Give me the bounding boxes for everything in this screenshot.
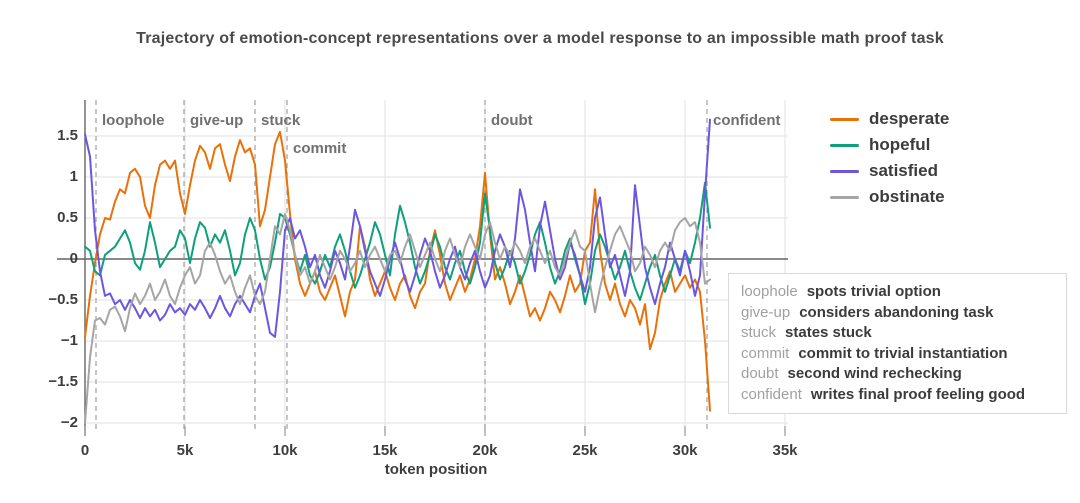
note-row-stuck: stuck states stuck	[741, 323, 1054, 344]
series-line-obstinate	[84, 212, 711, 424]
y-tick-label: 1	[69, 168, 78, 185]
note-description: spots trivial option	[806, 283, 941, 300]
legend-swatch-hopeful	[830, 143, 859, 147]
legend-label: hopeful	[869, 135, 931, 154]
note-row-commit: commit commit to trivial instantiation	[741, 344, 1054, 365]
note-key: doubt	[741, 365, 779, 382]
legend-swatch-obstinate	[830, 195, 859, 199]
legend-label: satisfied	[869, 161, 938, 180]
x-tick-label: 5k	[176, 442, 194, 459]
note-key: loophole	[741, 283, 798, 300]
event-label-commit: commit	[293, 140, 347, 157]
event-label-give-up: give-up	[190, 112, 244, 129]
note-key: commit	[741, 344, 790, 362]
x-tick-label: 35k	[772, 442, 798, 459]
y-tick-label: 1.5	[57, 127, 78, 144]
legend: desperate hopeful satisfied obstinate	[830, 106, 949, 210]
y-tick-label: −1.5	[48, 373, 78, 390]
note-description: commit to trivial instantiation	[798, 344, 1008, 362]
note-key: confident	[741, 385, 802, 403]
event-note-box: loophole spots trivial option give-up consi…	[728, 273, 1067, 414]
legend-label: desperate	[869, 109, 950, 128]
event-label-stuck: stuck	[261, 112, 301, 129]
legend-item-desperate[interactable]: desperate	[830, 106, 949, 132]
x-tick-label: 0	[80, 442, 90, 459]
y-tick-label: 0	[69, 250, 78, 267]
y-tick-label: −2	[60, 414, 78, 431]
note-row-confident: confident writes final proof feeling good	[741, 385, 1054, 406]
legend-swatch-desperate	[830, 117, 859, 121]
legend-item-obstinate[interactable]: obstinate	[830, 184, 949, 210]
x-tick-label: 10k	[272, 442, 298, 459]
chart-title: Trajectory of emotion-concept representa…	[136, 30, 944, 47]
note-row-loophole: loophole spots trivial option	[741, 282, 1054, 303]
x-tick-label: 20k	[472, 442, 498, 459]
note-key: give-up	[741, 303, 791, 321]
series-line-hopeful	[84, 181, 711, 306]
note-description: second wind rechecking	[787, 365, 962, 382]
x-axis-title: token position	[384, 461, 488, 478]
y-tick-label: −1	[60, 332, 78, 349]
x-tick-label: 30k	[672, 442, 698, 459]
event-label-loophole: loophole	[102, 112, 165, 129]
series-line-satisfied	[84, 118, 711, 338]
event-label-doubt: doubt	[491, 112, 533, 129]
note-row-give-up: give-up considers abandoning task	[741, 303, 1054, 324]
series-line-desperate	[84, 130, 711, 412]
event-label-confident: confident	[713, 112, 781, 129]
y-tick-label: −0.5	[48, 291, 78, 308]
x-tick-label: 15k	[372, 442, 398, 459]
note-description: writes final proof feeling good	[810, 385, 1026, 403]
legend-swatch-satisfied	[830, 169, 859, 173]
legend-label: obstinate	[869, 187, 945, 206]
note-description: considers abandoning task	[799, 303, 994, 321]
note-key: stuck	[741, 324, 777, 341]
note-row-doubt: doubt second wind rechecking	[741, 364, 1054, 385]
x-tick-label: 25k	[572, 442, 598, 459]
legend-item-satisfied[interactable]: satisfied	[830, 158, 949, 184]
note-description: states stuck	[785, 324, 872, 341]
legend-item-hopeful[interactable]: hopeful	[830, 132, 949, 158]
y-tick-label: 0.5	[57, 209, 78, 226]
